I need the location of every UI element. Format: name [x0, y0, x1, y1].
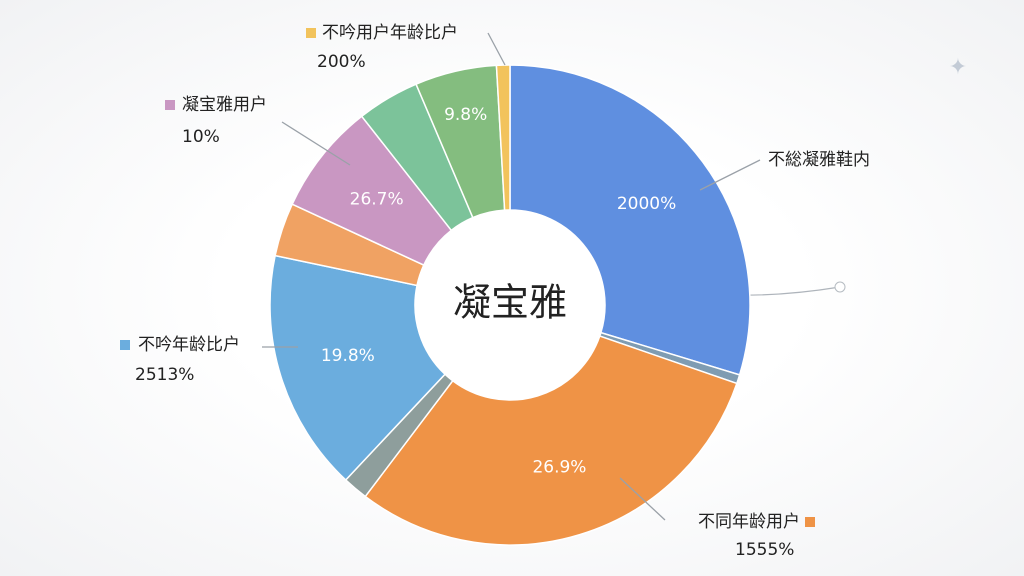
callout-value: 200%: [317, 52, 366, 72]
callout-line: [619, 477, 666, 521]
callout-name: 不同年龄用户: [698, 512, 800, 532]
slice-label: 19.8%: [321, 346, 375, 366]
decor-star: ✦: [949, 55, 967, 80]
callout-line: [699, 159, 761, 191]
callout-value: 10%: [182, 127, 220, 147]
legend-swatch: [306, 28, 316, 38]
slice-label: 26.9%: [532, 458, 586, 478]
slice: [364, 335, 738, 546]
slice-label: 2000%: [617, 194, 676, 214]
legend-swatch: [120, 340, 130, 350]
callout-line: [487, 32, 506, 66]
slice: [495, 64, 511, 211]
center-text: 凝宝雅: [453, 281, 567, 325]
slice: [509, 64, 751, 376]
slice-label: 26.7%: [350, 190, 404, 210]
slice-label: 9.8%: [444, 105, 487, 125]
callout-name: 凝宝雅用户: [182, 95, 267, 115]
legend-swatch: [805, 517, 815, 527]
callout-name: 不吟用户年龄比户: [322, 23, 458, 43]
slice: [269, 254, 447, 482]
callout-name: 不吟年龄比户: [138, 335, 240, 355]
legend-swatch: [165, 100, 175, 110]
decor-dot: [834, 281, 846, 293]
callout-line: [281, 121, 351, 166]
callout-value: 1555%: [735, 540, 794, 560]
callout-value: 2513%: [135, 365, 194, 385]
callout-name: 不総凝雅鞋内: [768, 150, 870, 170]
